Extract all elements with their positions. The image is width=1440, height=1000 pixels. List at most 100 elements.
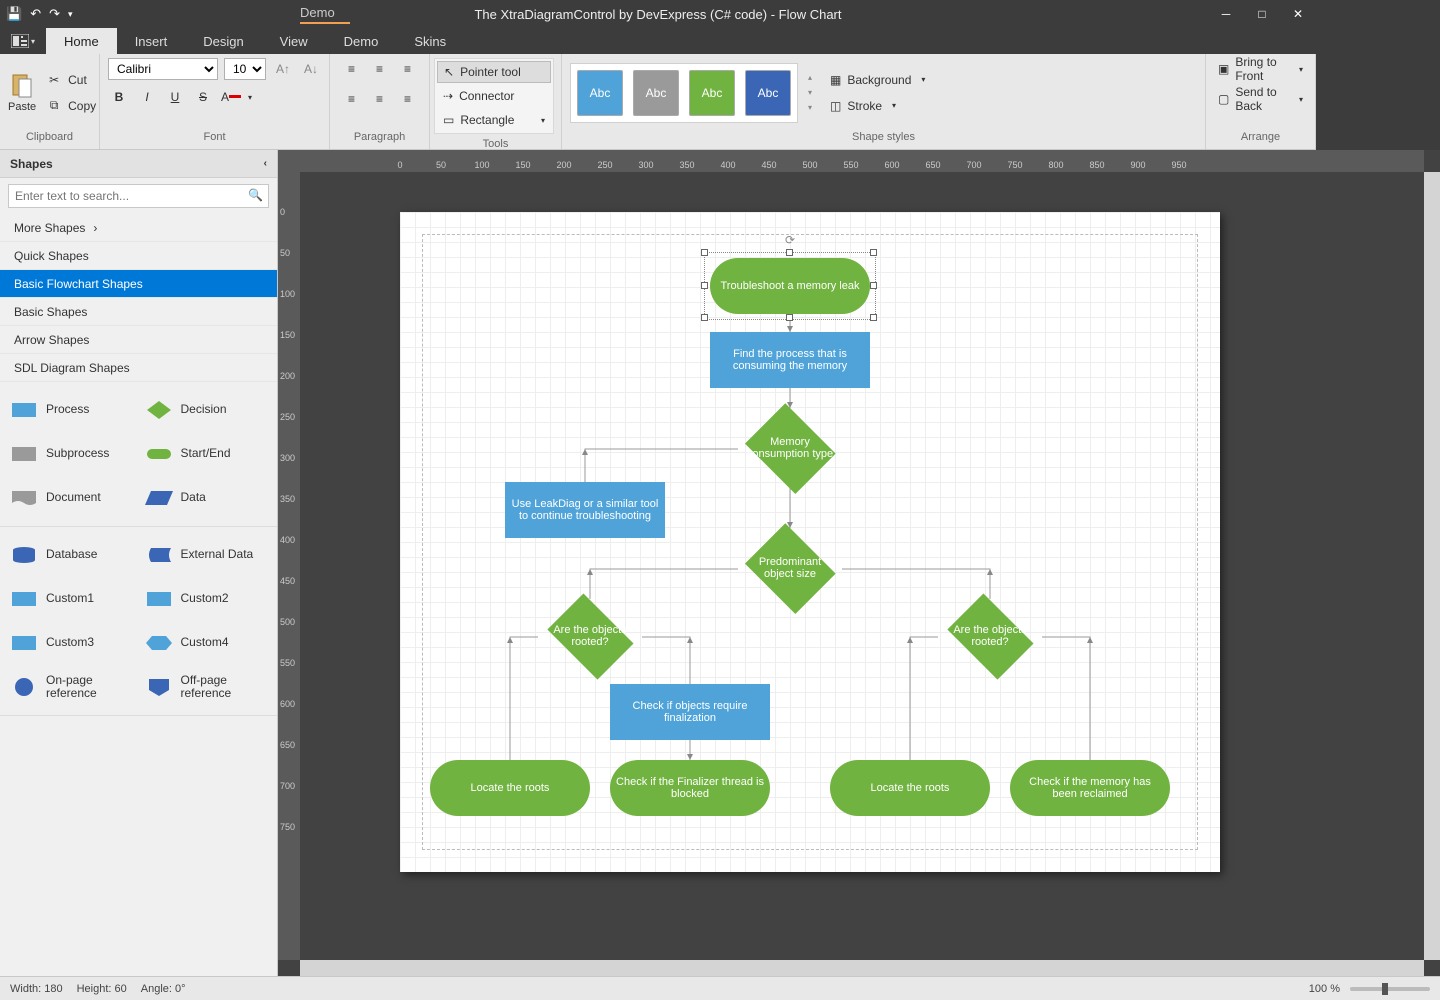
minimize-button[interactable]: ─ xyxy=(1208,0,1244,28)
shape-item[interactable]: Start/End xyxy=(141,434,272,474)
qat-dropdown-icon[interactable]: ▾ xyxy=(68,9,73,20)
paste-button[interactable]: Paste xyxy=(8,60,36,126)
search-icon[interactable]: 🔍 xyxy=(248,188,263,202)
horizontal-scrollbar[interactable] xyxy=(300,960,1424,976)
align-left-button[interactable]: ≡ xyxy=(341,88,363,110)
flowchart-node[interactable]: Memory consumption type xyxy=(740,408,840,488)
flowchart-node[interactable]: Predominant object size xyxy=(740,528,840,608)
shape-item[interactable]: External Data xyxy=(141,535,272,575)
maximize-button[interactable]: □ xyxy=(1244,0,1280,28)
rectangle-icon: ▭ xyxy=(443,113,454,127)
flowchart-node[interactable]: Use LeakDiag or a similar tool to contin… xyxy=(505,482,665,538)
save-icon[interactable]: 💾 xyxy=(6,6,22,22)
font-size-select[interactable]: 10 xyxy=(224,58,266,80)
align-top-button[interactable]: ≡ xyxy=(341,58,363,80)
shape-item[interactable]: Custom2 xyxy=(141,579,272,619)
shapes-search-input[interactable] xyxy=(8,184,269,208)
align-center-button[interactable]: ≡ xyxy=(369,88,391,110)
status-height: Height: 60 xyxy=(77,983,127,995)
close-button[interactable]: ✕ xyxy=(1280,0,1316,28)
shapes-category[interactable]: Quick Shapes xyxy=(0,242,277,270)
shape-item[interactable]: Process xyxy=(6,390,137,430)
zoom-label: 100 % xyxy=(1309,983,1340,995)
shape-item[interactable]: Document xyxy=(6,478,137,518)
shapes-header: Shapes ‹ xyxy=(0,150,277,178)
shape-item[interactable]: Data xyxy=(141,478,272,518)
background-button[interactable]: ▦Background▾ xyxy=(826,69,929,91)
shrink-font-button[interactable]: A↓ xyxy=(300,58,322,80)
send-back-button[interactable]: ▢Send to Back▾ xyxy=(1214,88,1307,110)
shape-item[interactable]: Decision xyxy=(141,390,272,430)
tab-insert[interactable]: Insert xyxy=(117,28,186,54)
cut-button[interactable]: ✂Cut xyxy=(42,69,100,91)
viewport[interactable]: Troubleshoot a memory leak⟳Find the proc… xyxy=(300,172,1424,960)
file-button[interactable]: ▾ xyxy=(0,28,46,54)
page[interactable]: Troubleshoot a memory leak⟳Find the proc… xyxy=(400,212,1220,872)
style-swatch-0[interactable]: Abc xyxy=(577,70,623,116)
undo-icon[interactable]: ↶ xyxy=(30,6,41,22)
zoom-slider[interactable] xyxy=(1350,987,1430,991)
flowchart-node[interactable]: Check if objects require finalization xyxy=(610,684,770,740)
status-angle: Angle: 0° xyxy=(141,983,186,995)
styles-scroll-down[interactable]: ▾ xyxy=(808,88,812,97)
shapes-panel: Shapes ‹ 🔍 More Shapes ›Quick ShapesBasi… xyxy=(0,150,278,976)
shape-item[interactable]: Custom1 xyxy=(6,579,137,619)
stroke-icon: ◫ xyxy=(830,99,841,113)
flowchart-node[interactable]: Find the process that is consuming the m… xyxy=(710,332,870,388)
style-swatch-3[interactable]: Abc xyxy=(745,70,791,116)
flowchart-node[interactable]: Are the objects rooted? xyxy=(540,600,640,672)
copy-button[interactable]: ⧉Copy xyxy=(42,95,100,117)
canvas-area: 0501001502002503003504004505005506006507… xyxy=(278,150,1440,976)
shape-item[interactable]: Subprocess xyxy=(6,434,137,474)
align-bot-button[interactable]: ≡ xyxy=(397,58,419,80)
back-icon: ▢ xyxy=(1218,92,1229,106)
connector-tool-button[interactable]: ⇢Connector xyxy=(437,85,551,107)
styles-expand[interactable]: ▾ xyxy=(808,103,812,112)
bold-button[interactable]: B xyxy=(108,86,130,108)
shapes-category[interactable]: Arrow Shapes xyxy=(0,326,277,354)
tab-home[interactable]: Home xyxy=(46,28,117,54)
collapse-icon[interactable]: ‹ xyxy=(264,158,267,169)
style-swatch-2[interactable]: Abc xyxy=(689,70,735,116)
tab-skins[interactable]: Skins xyxy=(396,28,464,54)
flowchart-node[interactable]: Locate the roots xyxy=(430,760,590,816)
tab-view[interactable]: View xyxy=(262,28,326,54)
product-label: Demo xyxy=(300,5,350,24)
styles-scroll-up[interactable]: ▴ xyxy=(808,73,812,82)
flowchart-node[interactable]: Locate the roots xyxy=(830,760,990,816)
underline-button[interactable]: U xyxy=(164,86,186,108)
shape-item[interactable]: Off-page reference xyxy=(141,667,272,707)
font-name-select[interactable]: Calibri xyxy=(108,58,218,80)
tab-design[interactable]: Design xyxy=(185,28,261,54)
shapes-category[interactable]: SDL Diagram Shapes xyxy=(0,354,277,382)
flowchart-node[interactable]: Troubleshoot a memory leak xyxy=(710,258,870,314)
shape-item[interactable]: On-page reference xyxy=(6,667,137,707)
grow-font-button[interactable]: A↑ xyxy=(272,58,294,80)
shapes-category[interactable]: Basic Shapes xyxy=(0,298,277,326)
strike-button[interactable]: S xyxy=(192,86,214,108)
style-swatch-1[interactable]: Abc xyxy=(633,70,679,116)
stroke-button[interactable]: ◫Stroke▾ xyxy=(826,95,929,117)
pointer-tool-button[interactable]: ↖Pointer tool xyxy=(437,61,551,83)
redo-icon[interactable]: ↷ xyxy=(49,6,60,22)
shapes-category[interactable]: More Shapes › xyxy=(0,214,277,242)
tab-demo[interactable]: Demo xyxy=(326,28,397,54)
shapes-category[interactable]: Basic Flowchart Shapes xyxy=(0,270,277,298)
group-font: Calibri 10 A↑ A↓ B I U S A ▾ Font xyxy=(100,54,330,149)
ruler-horizontal: 0501001502002503003504004505005506006507… xyxy=(300,150,1424,172)
background-icon: ▦ xyxy=(830,73,841,87)
shape-item[interactable]: Database xyxy=(6,535,137,575)
align-mid-button[interactable]: ≡ xyxy=(369,58,391,80)
shape-item[interactable]: Custom4 xyxy=(141,623,272,663)
italic-button[interactable]: I xyxy=(136,86,158,108)
copy-icon: ⧉ xyxy=(46,98,62,114)
flowchart-node[interactable]: Check if the memory has been reclaimed xyxy=(1010,760,1170,816)
flowchart-node[interactable]: Check if the Finalizer thread is blocked xyxy=(610,760,770,816)
bring-front-button[interactable]: ▣Bring to Front▾ xyxy=(1214,58,1307,80)
rectangle-tool-button[interactable]: ▭Rectangle▾ xyxy=(437,109,551,131)
flowchart-node[interactable]: Are the objects rooted? xyxy=(940,600,1040,672)
align-right-button[interactable]: ≡ xyxy=(397,88,419,110)
shape-item[interactable]: Custom3 xyxy=(6,623,137,663)
font-color-button[interactable]: A xyxy=(220,86,242,108)
vertical-scrollbar[interactable] xyxy=(1424,172,1440,960)
